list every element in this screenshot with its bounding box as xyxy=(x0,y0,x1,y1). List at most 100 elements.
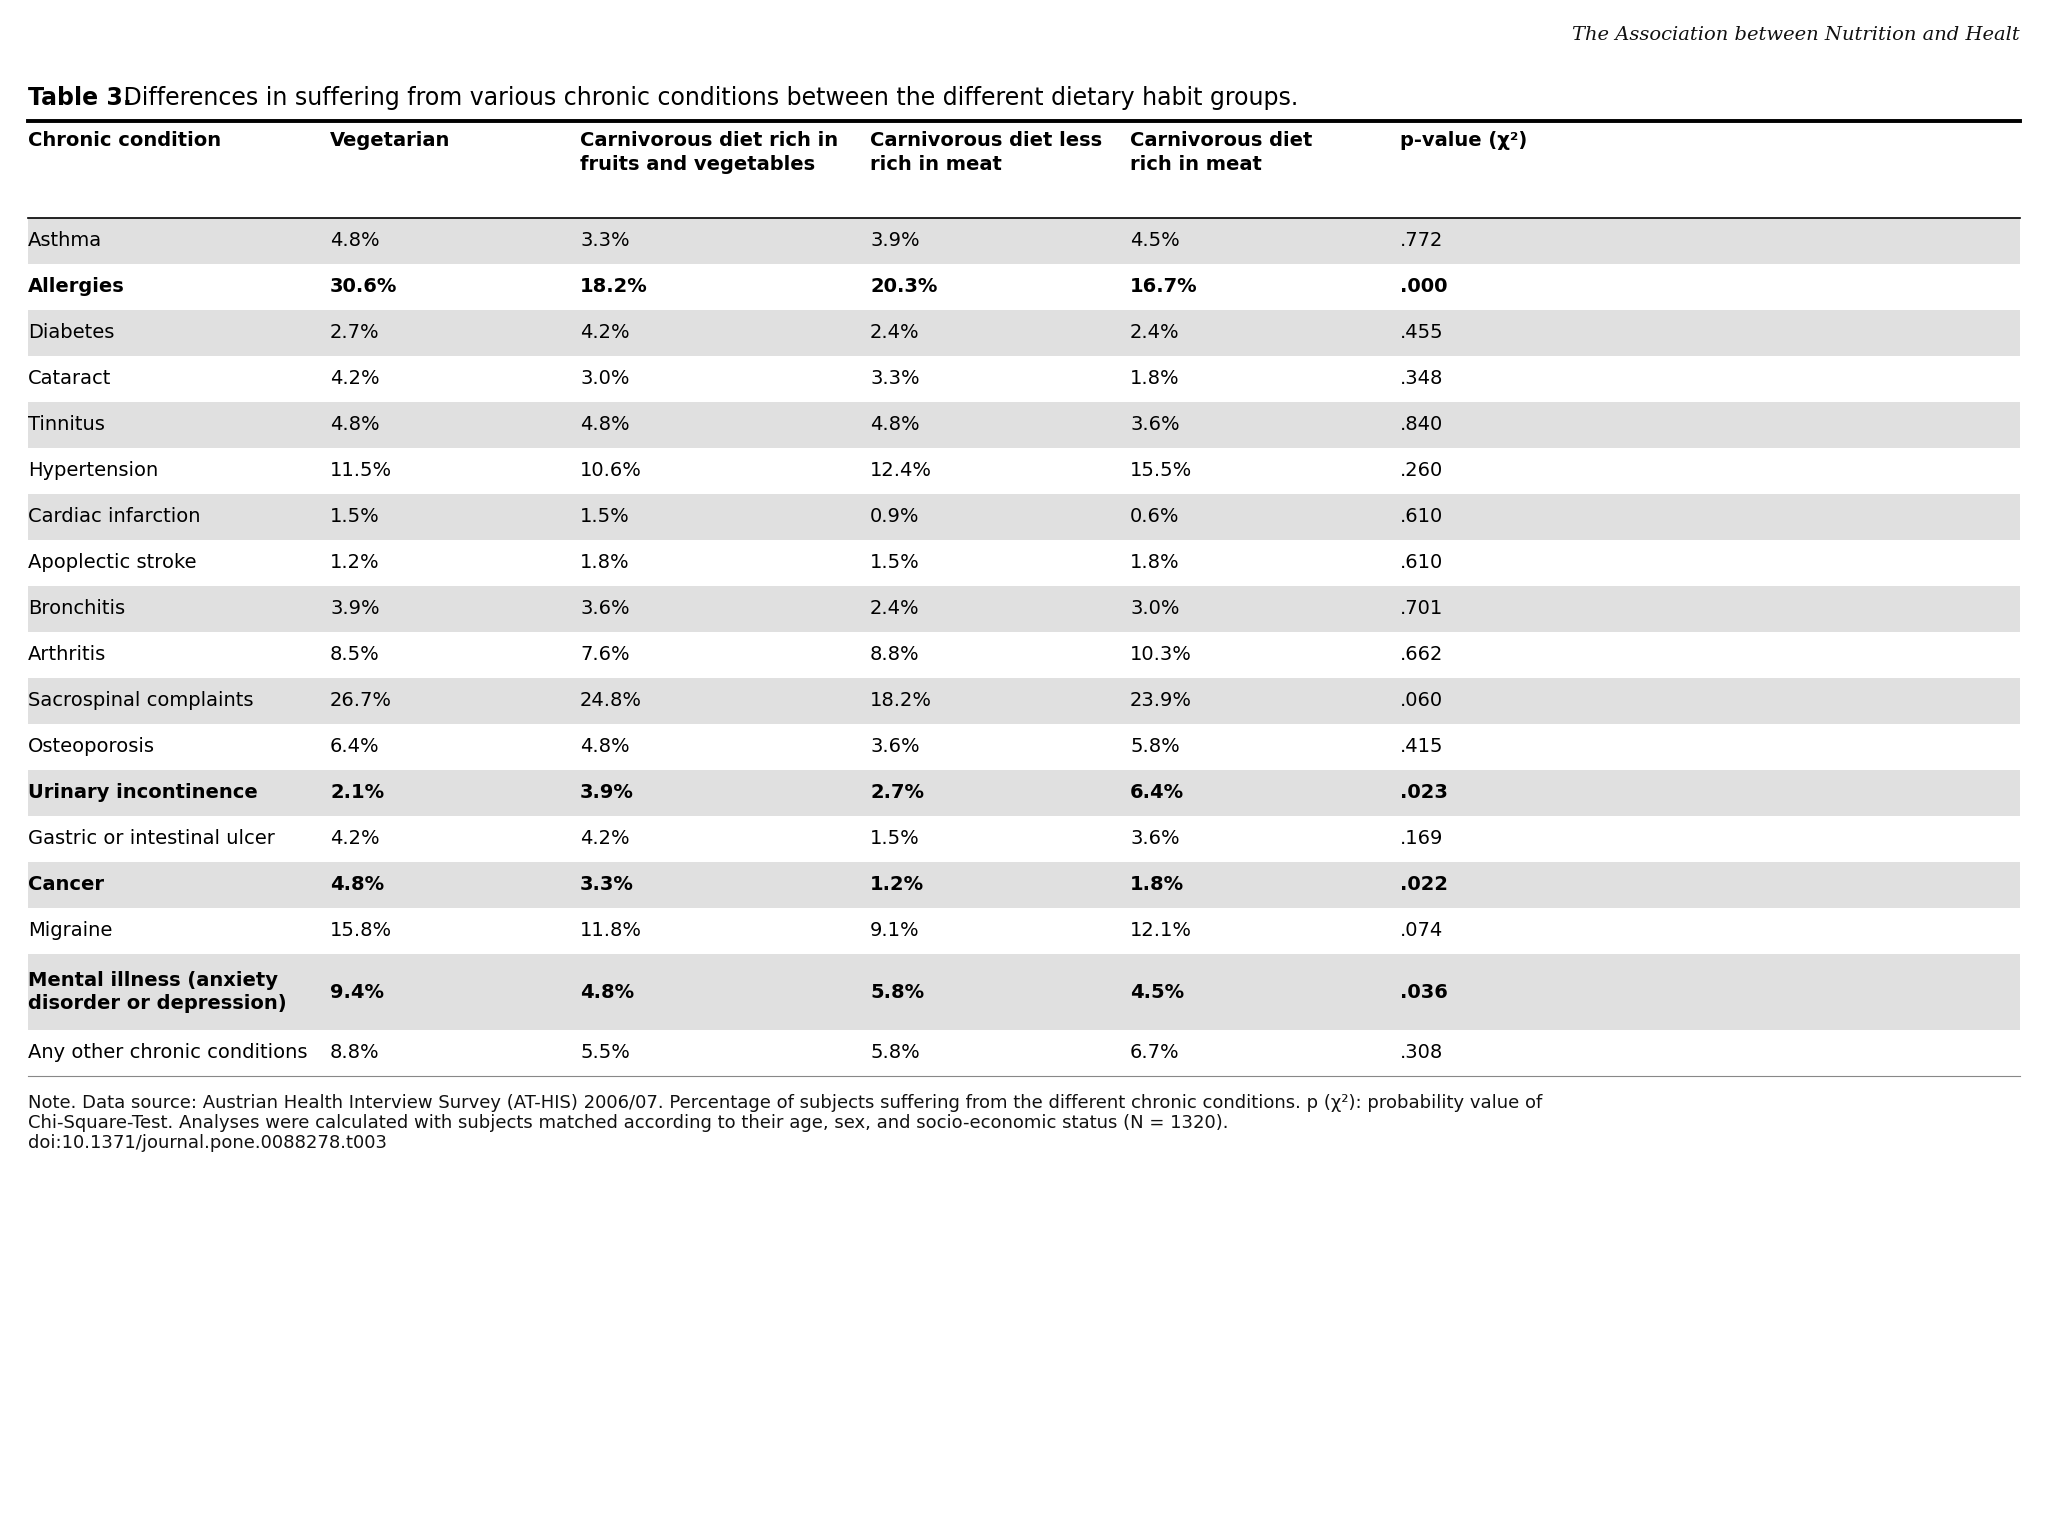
Text: 1.2%: 1.2% xyxy=(870,876,924,894)
Text: 4.5%: 4.5% xyxy=(1130,983,1184,1001)
Text: Sacrospinal complaints: Sacrospinal complaints xyxy=(29,691,254,711)
Text: 3.3%: 3.3% xyxy=(870,370,920,389)
Text: 3.3%: 3.3% xyxy=(580,232,629,250)
Text: 4.8%: 4.8% xyxy=(870,416,920,435)
Text: 1.5%: 1.5% xyxy=(870,829,920,848)
Text: p-value (χ²): p-value (χ²) xyxy=(1401,131,1528,151)
Text: 5.8%: 5.8% xyxy=(1130,737,1180,757)
Text: 4.8%: 4.8% xyxy=(580,737,629,757)
Text: Cataract: Cataract xyxy=(29,370,111,389)
Text: .662: .662 xyxy=(1401,645,1444,665)
Text: 2.4%: 2.4% xyxy=(1130,324,1180,343)
Text: 1.2%: 1.2% xyxy=(330,553,379,573)
Text: 0.9%: 0.9% xyxy=(870,507,920,527)
Bar xyxy=(29,954,2019,1031)
Text: 3.9%: 3.9% xyxy=(580,783,635,802)
Text: 1.8%: 1.8% xyxy=(1130,553,1180,573)
Text: 1.8%: 1.8% xyxy=(1130,876,1184,894)
Text: 4.8%: 4.8% xyxy=(580,416,629,435)
Text: 4.8%: 4.8% xyxy=(330,232,379,250)
Text: 2.7%: 2.7% xyxy=(870,783,924,802)
Bar xyxy=(29,264,2019,310)
Text: 1.8%: 1.8% xyxy=(1130,370,1180,389)
Text: .308: .308 xyxy=(1401,1043,1444,1063)
Text: 9.1%: 9.1% xyxy=(870,922,920,940)
Bar xyxy=(29,218,2019,264)
Text: Osteoporosis: Osteoporosis xyxy=(29,737,156,757)
Text: 6.4%: 6.4% xyxy=(330,737,379,757)
Text: Note. Data source: Austrian Health Interview Survey (AT-HIS) 2006/07. Percentage: Note. Data source: Austrian Health Inter… xyxy=(29,1094,1542,1112)
Bar xyxy=(29,631,2019,677)
Text: Allergies: Allergies xyxy=(29,278,125,296)
Bar xyxy=(29,862,2019,908)
Text: Any other chronic conditions: Any other chronic conditions xyxy=(29,1043,307,1063)
Text: 4.2%: 4.2% xyxy=(330,829,379,848)
Text: Carnivorous diet less
rich in meat: Carnivorous diet less rich in meat xyxy=(870,131,1102,174)
Text: Gastric or intestinal ulcer: Gastric or intestinal ulcer xyxy=(29,829,274,848)
Bar xyxy=(29,908,2019,954)
Text: .415: .415 xyxy=(1401,737,1444,757)
Bar xyxy=(29,495,2019,541)
Text: .074: .074 xyxy=(1401,922,1444,940)
Text: Migraine: Migraine xyxy=(29,922,113,940)
Bar xyxy=(29,449,2019,495)
Text: 9.4%: 9.4% xyxy=(330,983,385,1001)
Text: .772: .772 xyxy=(1401,232,1444,250)
Text: 2.1%: 2.1% xyxy=(330,783,385,802)
Text: 4.8%: 4.8% xyxy=(330,876,385,894)
Text: .023: .023 xyxy=(1401,783,1448,802)
Text: 3.0%: 3.0% xyxy=(580,370,629,389)
Text: 3.6%: 3.6% xyxy=(870,737,920,757)
Text: Cardiac infarction: Cardiac infarction xyxy=(29,507,201,527)
Text: .701: .701 xyxy=(1401,599,1444,619)
Bar xyxy=(29,1031,2019,1077)
Text: 4.8%: 4.8% xyxy=(330,416,379,435)
Text: 4.5%: 4.5% xyxy=(1130,232,1180,250)
Text: Urinary incontinence: Urinary incontinence xyxy=(29,783,258,802)
Text: .000: .000 xyxy=(1401,278,1448,296)
Text: 2.4%: 2.4% xyxy=(870,324,920,343)
Text: 10.6%: 10.6% xyxy=(580,461,641,481)
Text: Arthritis: Arthritis xyxy=(29,645,106,665)
Text: 4.2%: 4.2% xyxy=(330,370,379,389)
Bar xyxy=(29,723,2019,770)
Text: 6.7%: 6.7% xyxy=(1130,1043,1180,1063)
Text: The Association between Nutrition and Healt: The Association between Nutrition and He… xyxy=(1573,26,2019,45)
Text: 11.5%: 11.5% xyxy=(330,461,391,481)
Text: 4.8%: 4.8% xyxy=(580,983,635,1001)
Text: 3.9%: 3.9% xyxy=(330,599,379,619)
Text: 8.8%: 8.8% xyxy=(870,645,920,665)
Text: .840: .840 xyxy=(1401,416,1444,435)
Text: 11.8%: 11.8% xyxy=(580,922,641,940)
Text: 26.7%: 26.7% xyxy=(330,691,391,711)
Text: 24.8%: 24.8% xyxy=(580,691,641,711)
Text: Cancer: Cancer xyxy=(29,876,104,894)
Text: Carnivorous diet
rich in meat: Carnivorous diet rich in meat xyxy=(1130,131,1313,174)
Text: 30.6%: 30.6% xyxy=(330,278,397,296)
Text: 3.6%: 3.6% xyxy=(1130,829,1180,848)
Text: .169: .169 xyxy=(1401,829,1444,848)
Text: 18.2%: 18.2% xyxy=(870,691,932,711)
Text: Table 3.: Table 3. xyxy=(29,86,131,111)
Text: .610: .610 xyxy=(1401,507,1444,527)
Text: 5.8%: 5.8% xyxy=(870,983,924,1001)
Text: .022: .022 xyxy=(1401,876,1448,894)
Text: 15.8%: 15.8% xyxy=(330,922,391,940)
Text: 4.2%: 4.2% xyxy=(580,324,629,343)
Text: Mental illness (anxiety
disorder or depression): Mental illness (anxiety disorder or depr… xyxy=(29,971,287,1014)
Text: 0.6%: 0.6% xyxy=(1130,507,1180,527)
Text: Differences in suffering from various chronic conditions between the different d: Differences in suffering from various ch… xyxy=(117,86,1298,111)
Bar xyxy=(29,816,2019,862)
Bar xyxy=(29,402,2019,449)
Text: Bronchitis: Bronchitis xyxy=(29,599,125,619)
Text: 5.5%: 5.5% xyxy=(580,1043,631,1063)
Text: 8.8%: 8.8% xyxy=(330,1043,379,1063)
Text: Chi-Square-Test. Analyses were calculated with subjects matched according to the: Chi-Square-Test. Analyses were calculate… xyxy=(29,1114,1229,1132)
Text: .610: .610 xyxy=(1401,553,1444,573)
Text: .060: .060 xyxy=(1401,691,1444,711)
Bar xyxy=(29,677,2019,723)
Text: 16.7%: 16.7% xyxy=(1130,278,1198,296)
Bar xyxy=(29,356,2019,402)
Text: Carnivorous diet rich in
fruits and vegetables: Carnivorous diet rich in fruits and vege… xyxy=(580,131,838,174)
Text: 3.0%: 3.0% xyxy=(1130,599,1180,619)
